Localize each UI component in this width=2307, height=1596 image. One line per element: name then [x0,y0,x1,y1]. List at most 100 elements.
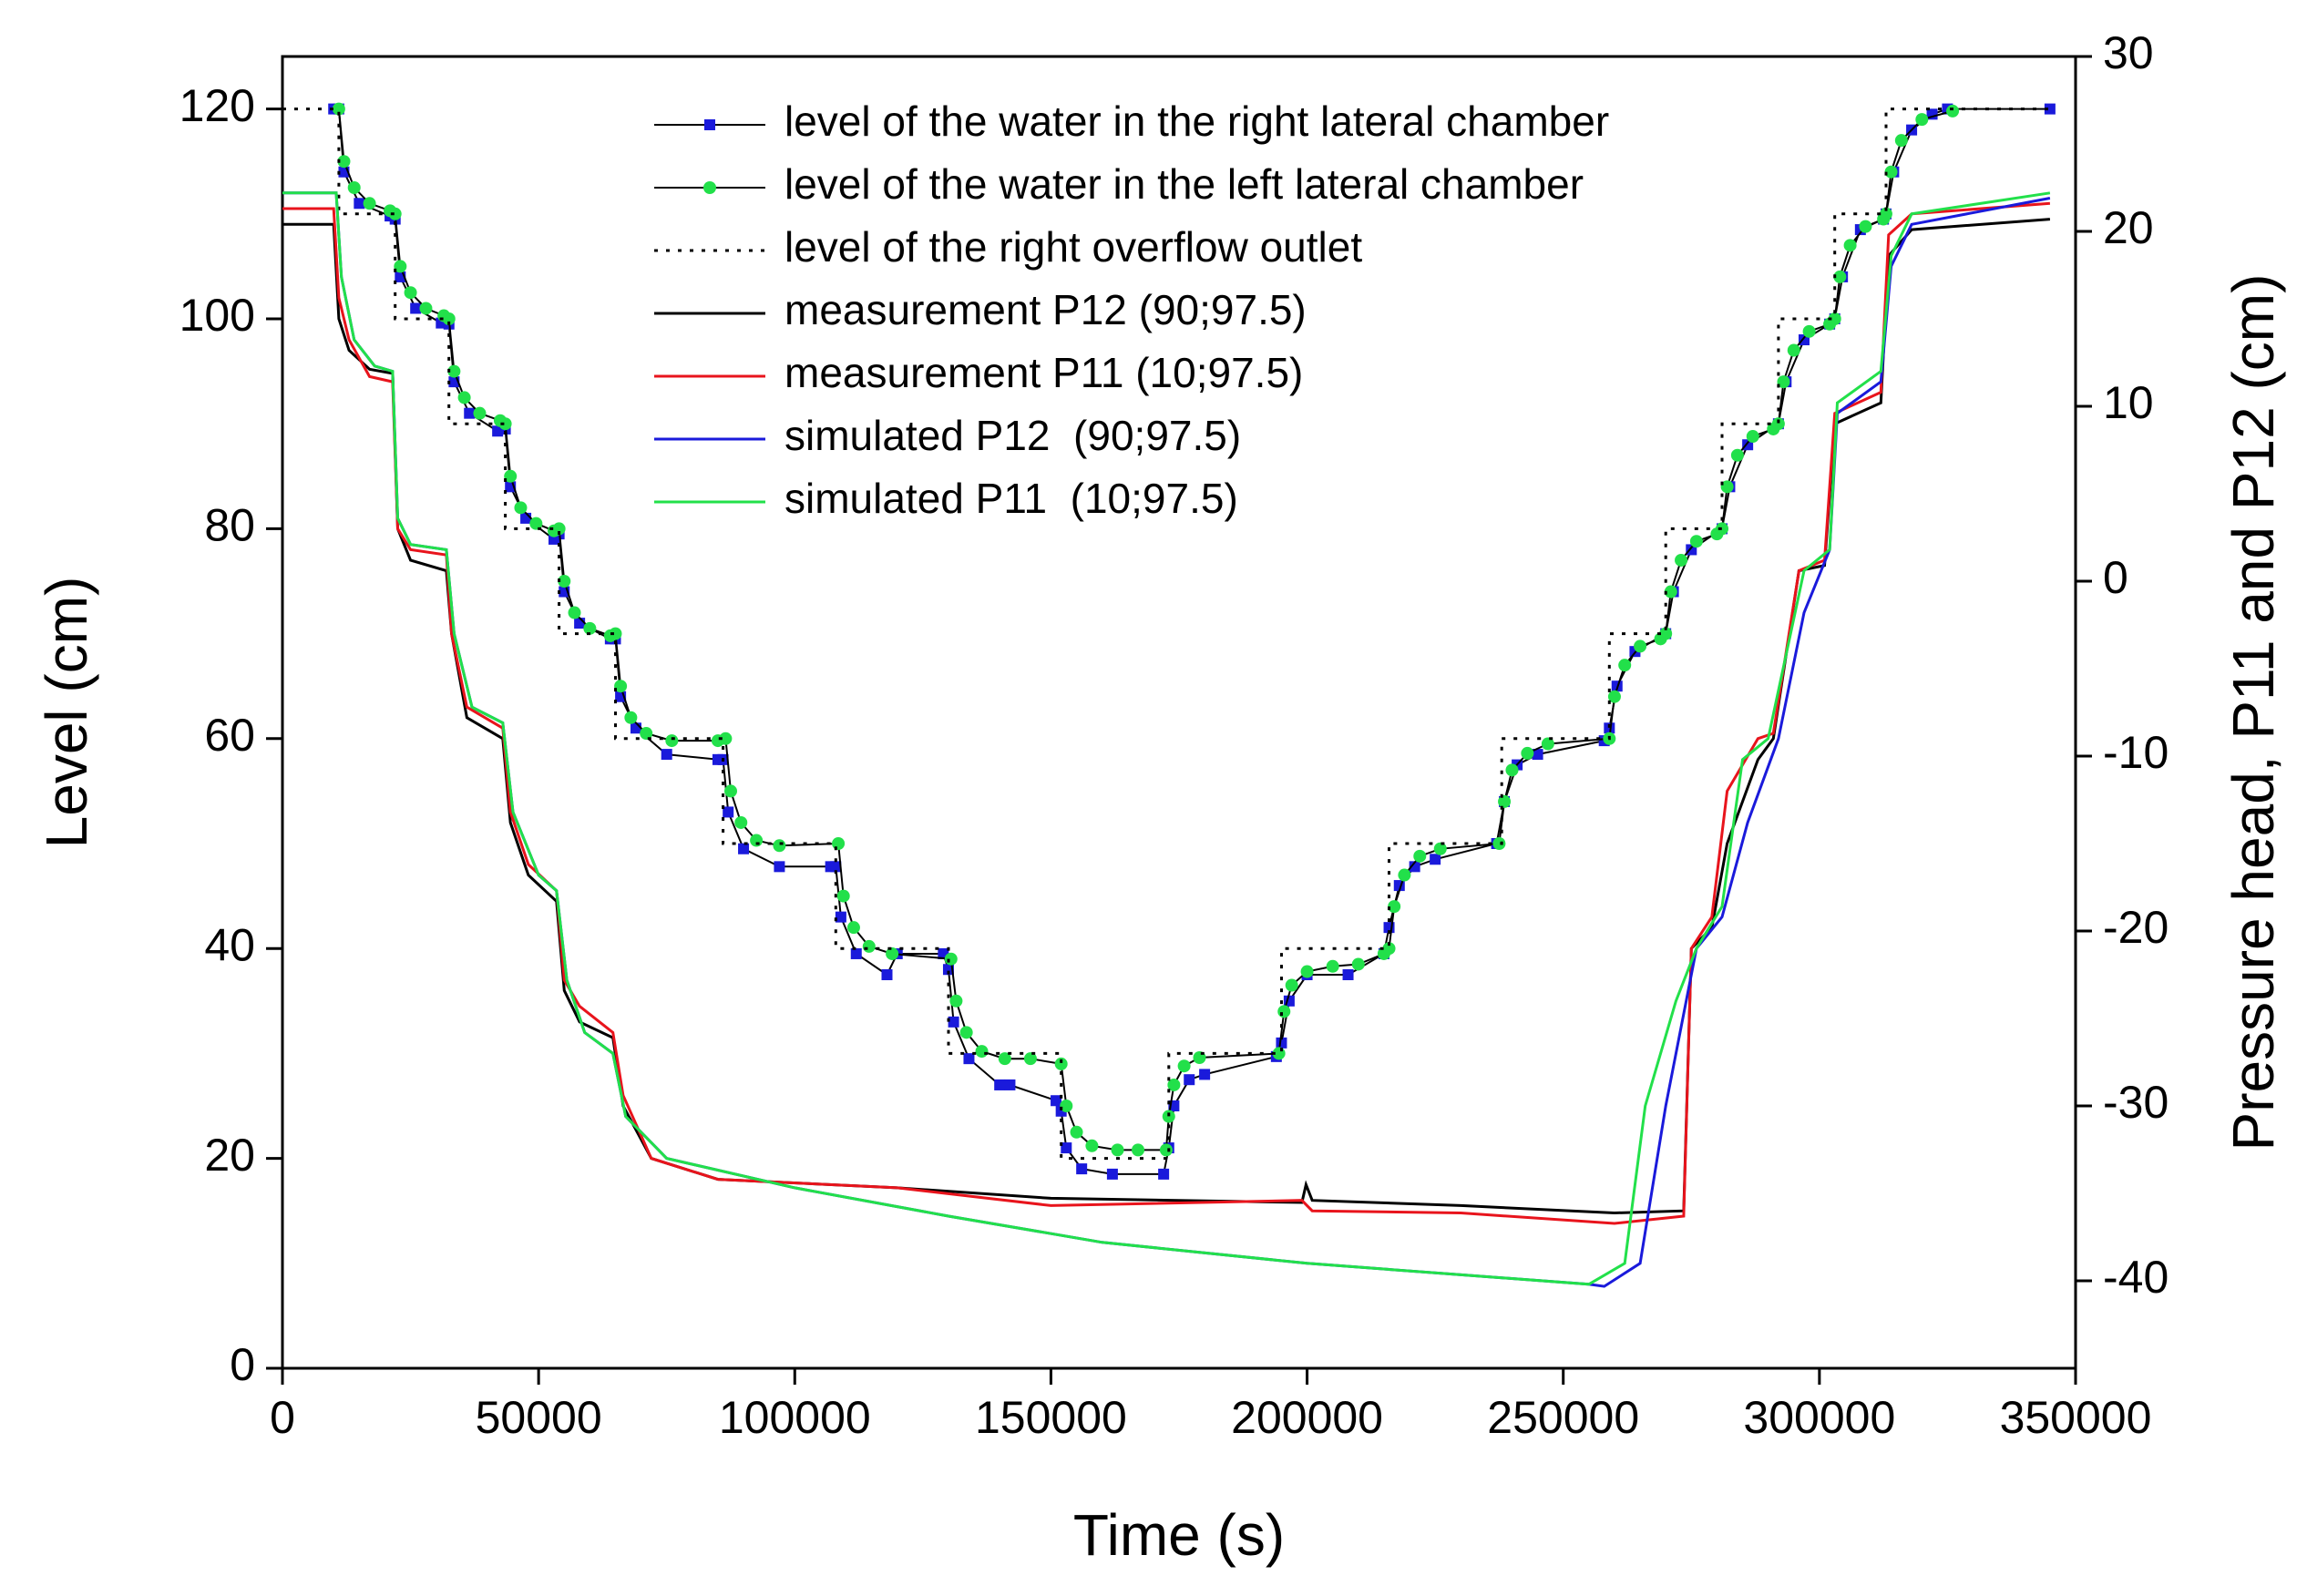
marker [846,921,860,935]
marker [1946,104,1960,118]
marker [1023,1052,1037,1066]
marker [661,749,672,761]
marker [830,861,842,873]
x-tick-label: 50000 [476,1392,602,1443]
marker [1720,480,1734,494]
marker [514,501,528,515]
y2-axis-label: Pressure head, P11 and P12 (cm) [2220,274,2286,1151]
marker [568,606,581,619]
marker [881,969,893,980]
marker [2044,103,2056,115]
marker [464,407,476,419]
marker [1111,1143,1124,1157]
plot-area [282,102,2056,1288]
marker [1076,1163,1088,1175]
marker [1521,746,1534,760]
marker [1159,1143,1173,1157]
y2-tick-label: -10 [2103,727,2169,778]
marker [1158,1168,1170,1180]
marker [520,512,532,524]
marker [1277,1005,1291,1018]
marker [1664,585,1677,598]
marker [1433,842,1447,855]
marker [835,911,846,923]
marker [1085,1139,1099,1152]
marker [750,834,764,847]
marker [1604,722,1615,734]
marker [442,312,456,325]
legend-marker [704,119,715,130]
marker [1498,794,1512,808]
marker [1787,343,1800,357]
y-tick-label: 80 [204,500,255,551]
marker [1618,659,1632,672]
marker [332,102,345,116]
marker [1430,854,1441,865]
marker [1659,627,1673,640]
marker [1879,207,1892,220]
legend-label: level of the right overflow outlet [784,223,1362,271]
legend-label: measurement P11 (10;97.5) [784,349,1303,396]
marker [552,522,566,536]
marker [959,1026,973,1039]
marker [583,621,597,635]
marker [504,469,518,483]
marker [1351,957,1365,971]
plot-frame [281,55,2077,1370]
marker [1802,324,1816,338]
y-tick-label: 60 [204,710,255,761]
marker [1004,1079,1016,1090]
y-tick-label: 40 [204,919,255,970]
legend-label: simulated P12 (90;97.5) [784,412,1241,459]
marker [1716,522,1729,536]
marker [948,1016,959,1028]
y2-tick-label: 30 [2103,27,2154,78]
marker [1061,1142,1072,1154]
marker [1199,1069,1211,1080]
marker [1607,690,1621,703]
marker [404,286,417,300]
y2-tick-label: -40 [2103,1252,2169,1303]
marker [363,197,376,210]
x-tick-label: 300000 [1743,1392,1895,1443]
marker [949,994,963,1008]
marker [609,627,622,640]
x-tick-label: 100000 [719,1392,871,1443]
marker [498,417,512,431]
marker [1730,448,1744,462]
marker [975,1045,989,1059]
marker [1285,978,1298,992]
marker [1746,430,1759,444]
marker [1771,417,1785,431]
marker [1060,1100,1073,1112]
marker [630,722,641,734]
marker [1492,837,1506,850]
marker [994,1079,1006,1090]
marker [624,711,638,724]
x-axis-label: Time (s) [1073,1502,1285,1568]
y-tick-label: 0 [230,1339,255,1390]
marker [998,1052,1011,1066]
legend-label: level of the water in the right lateral … [784,97,1609,145]
y-tick-label: 120 [179,80,255,131]
marker [529,517,543,530]
marker [1859,220,1872,233]
legend-label: measurement P12 (90;97.5) [784,286,1307,333]
marker [1894,134,1908,148]
legend: level of the water in the right lateral … [654,97,1609,522]
legend-marker [703,181,716,194]
marker [1132,1143,1145,1157]
marker [734,815,748,829]
marker [1409,861,1420,873]
marker [1162,1110,1175,1123]
marker [774,861,785,873]
legend-label: simulated P11 (10;97.5) [784,475,1238,522]
y2-tick-label: 20 [2103,202,2154,253]
legend-label: level of the water in the left lateral c… [784,160,1584,208]
marker [1777,375,1790,389]
marker [1884,165,1898,179]
marker [1342,969,1354,980]
marker [862,939,876,953]
marker [558,575,571,588]
marker [1388,900,1401,914]
